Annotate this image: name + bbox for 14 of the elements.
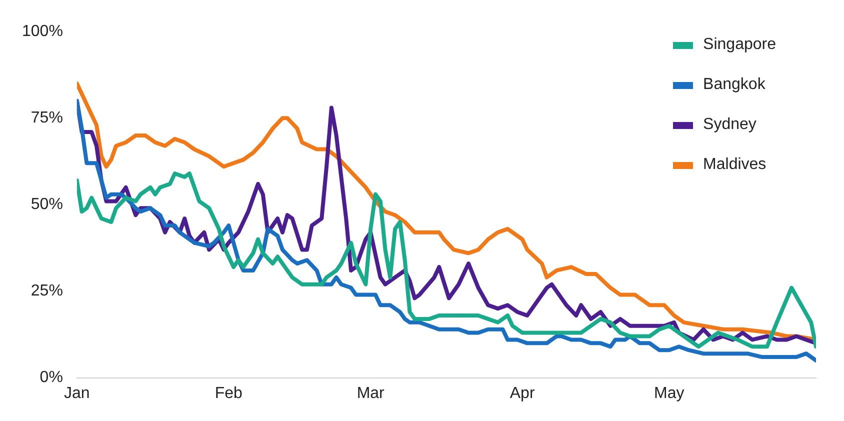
x-tick-label: Mar xyxy=(356,384,386,402)
y-tick-label: 75% xyxy=(30,110,63,127)
legend-label: Maldives xyxy=(703,156,766,174)
y-tick-label: 100% xyxy=(22,23,63,40)
legend-label: Bangkok xyxy=(703,76,766,94)
legend-label: Singapore xyxy=(703,36,776,54)
x-tick-label: Apr xyxy=(510,384,536,402)
legend-label: Sydney xyxy=(703,116,756,134)
x-tick-label: Feb xyxy=(214,384,243,402)
y-tick-label: 25% xyxy=(30,282,63,300)
x-tick-label: Jan xyxy=(64,384,90,402)
y-tick-label: 50% xyxy=(30,196,63,214)
x-tick-label: May xyxy=(654,384,684,402)
y-tick-label: 0% xyxy=(40,369,63,386)
